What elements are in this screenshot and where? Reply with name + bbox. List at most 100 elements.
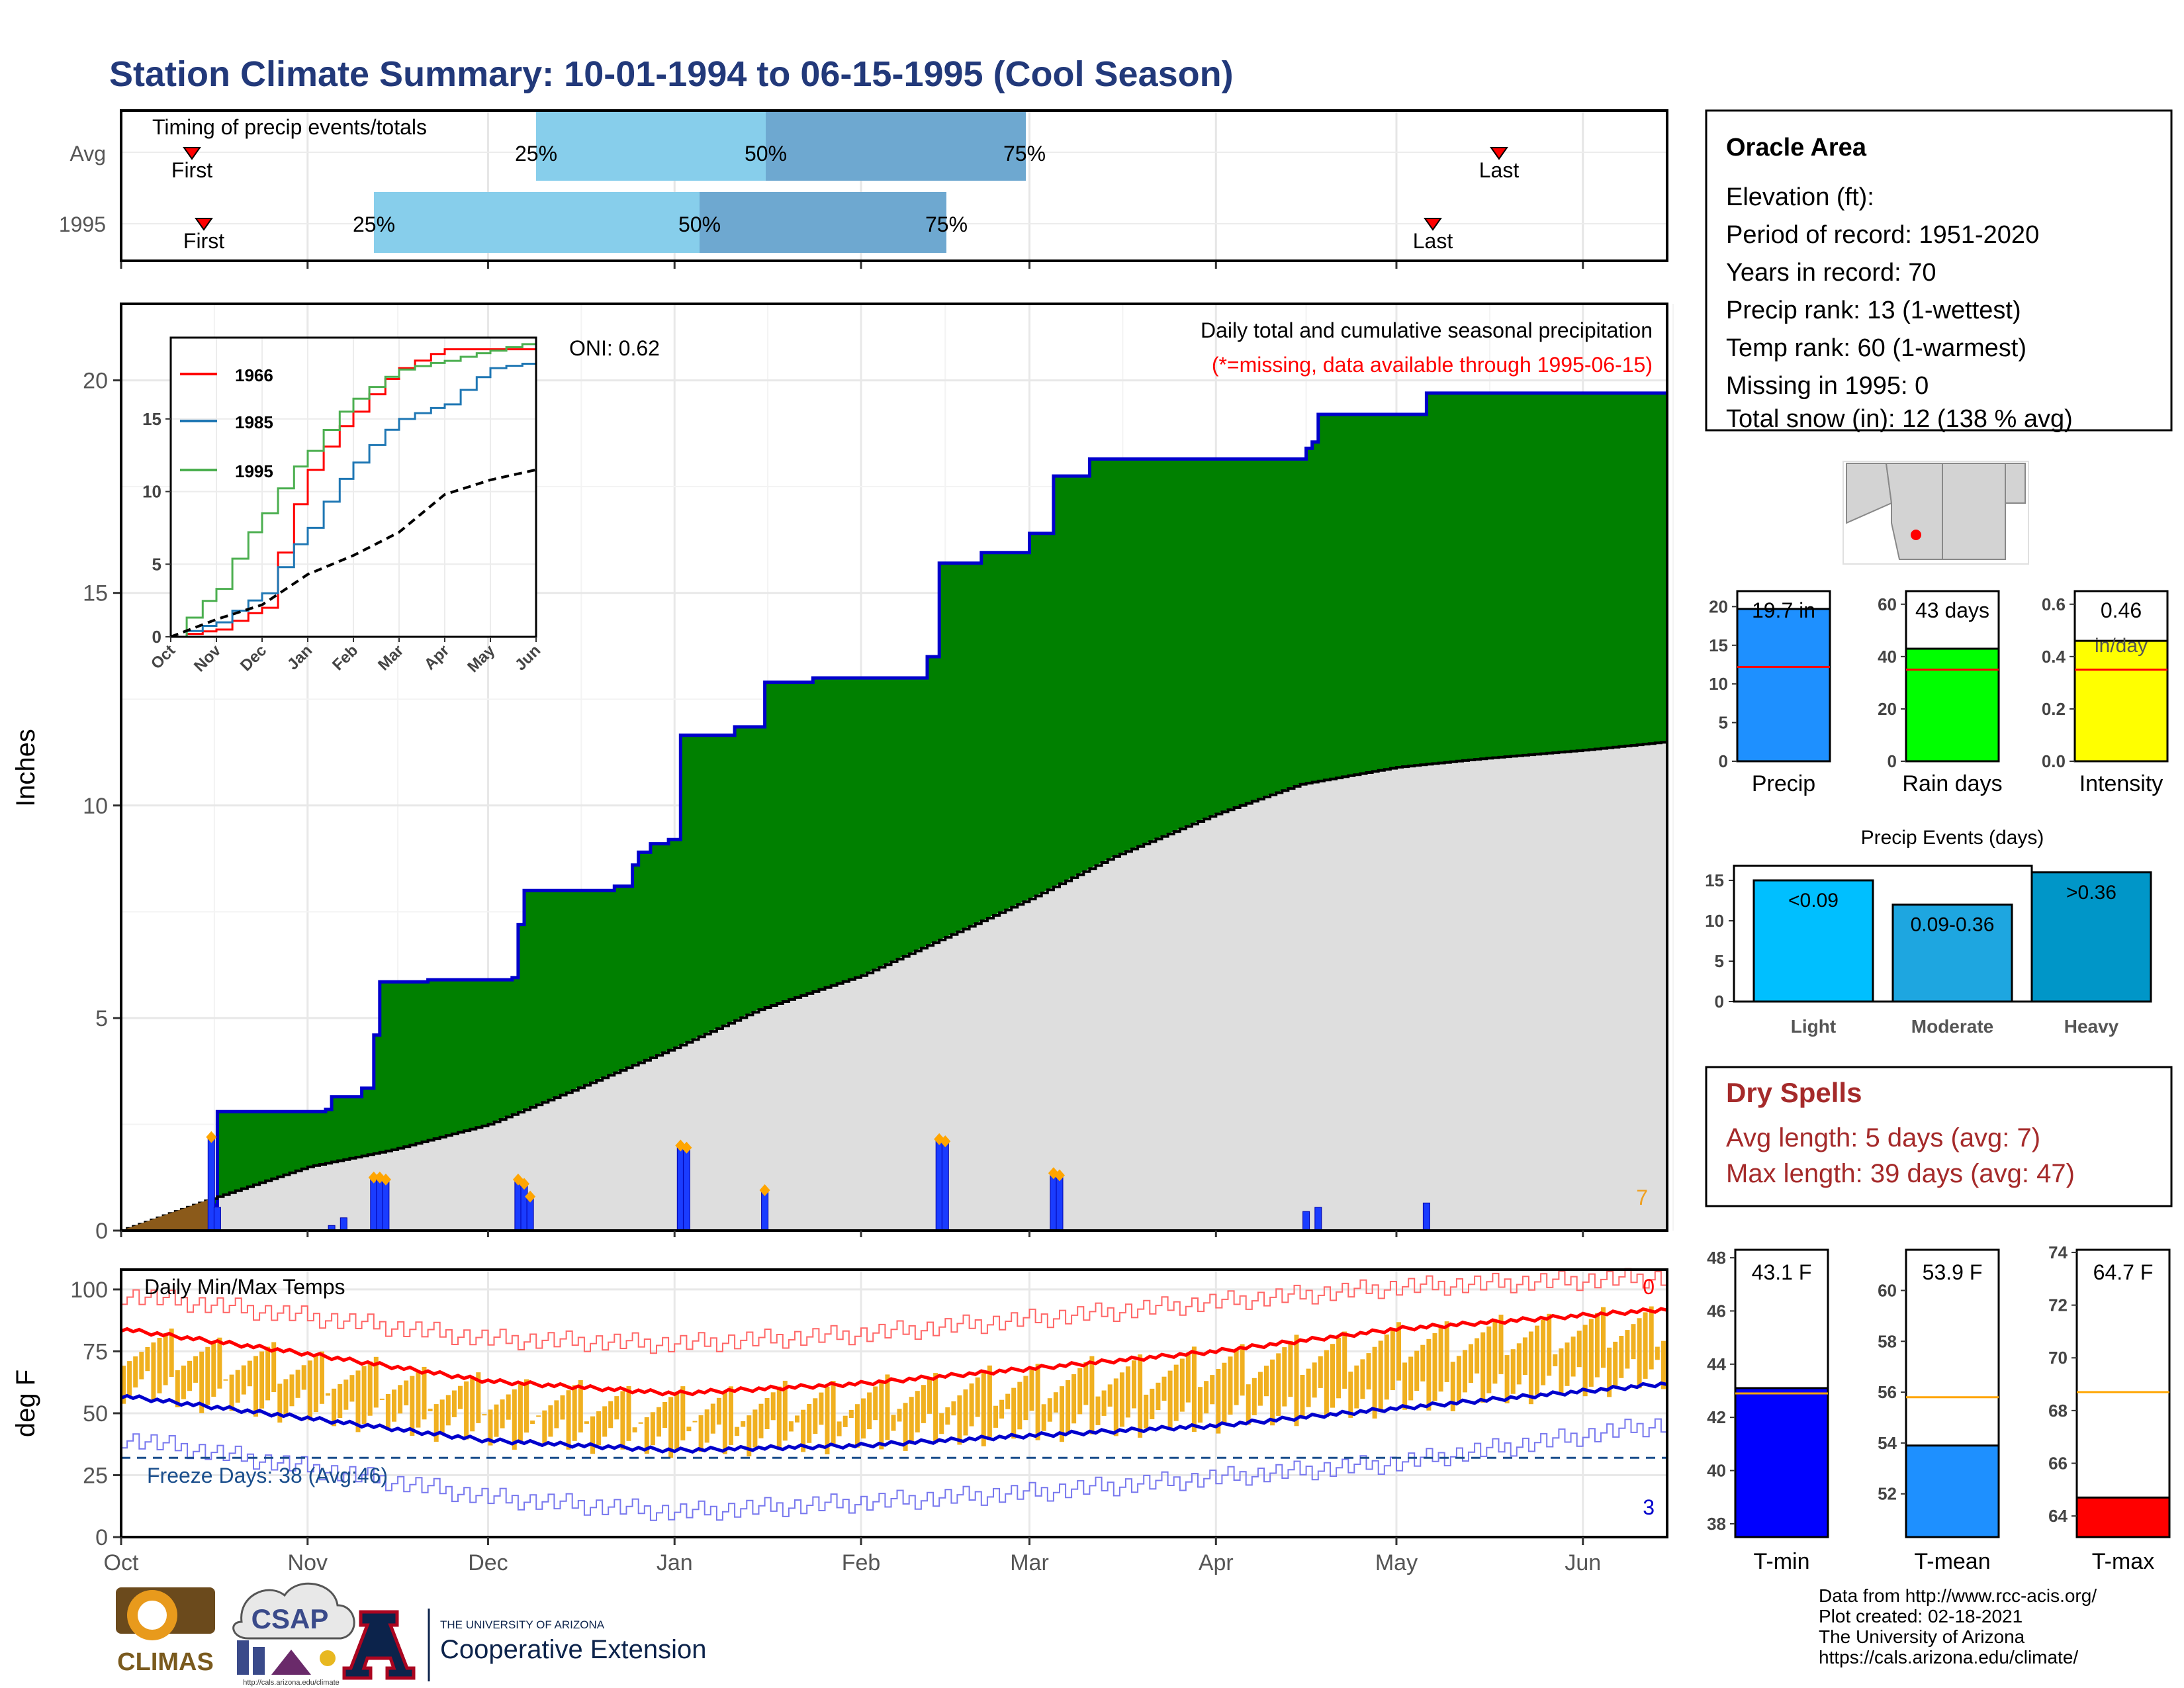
temp-day-bar-18 [229, 1374, 234, 1411]
station-frame [1705, 109, 2173, 432]
station-line-2: Period of record: 1951-2020 [1726, 221, 2039, 249]
temp-bar-value-1: 53.9 F [1923, 1260, 1983, 1284]
footer-line-1: Data from http://www.rcc-acis.org/ [1819, 1585, 2097, 1606]
temp-bar-tick-1-3: 58 [1878, 1331, 1897, 1351]
mini-bar-tick-2-3: 0.6 [2042, 594, 2066, 614]
early-season-deficit-area [121, 1198, 212, 1231]
temp-day-bar-78 [590, 1416, 595, 1454]
temp-day-bar-83 [620, 1391, 625, 1450]
temp-day-bar-136 [939, 1413, 944, 1434]
mini-bar-rain-days: 0 20 40 60 43 days Rain days [1878, 590, 2003, 796]
temp-day-bar-93 [680, 1386, 686, 1440]
csap-bar-1 [237, 1640, 249, 1675]
events-tick-3: 15 [1705, 870, 1724, 890]
temp-day-bar-256 [1661, 1340, 1666, 1389]
temp-day-bar-244 [1588, 1319, 1594, 1387]
temp-day-bar-157 [1066, 1380, 1071, 1433]
temp-day-bar-212 [1396, 1322, 1401, 1381]
station-box: Oracle Area Elevation (ft): Period of re… [1705, 109, 2173, 433]
temp-day-bar-105 [752, 1409, 758, 1448]
temp-day-bar-87 [644, 1417, 649, 1454]
temp-day-bar-247 [1607, 1347, 1612, 1397]
mini-bar-tick-0-1: 5 [1719, 713, 1728, 733]
temp-day-bar-36 [338, 1383, 343, 1418]
ua-a-icon [342, 1610, 416, 1680]
map-station-dot [1911, 530, 1921, 540]
mini-bar-xlabel-0: Precip [1752, 771, 1815, 796]
mini-bar-panels: 0 5 10 15 20 19.7 in Precip 0 20 40 60 43 days Rain … [1709, 590, 2169, 796]
temp-day-bar-48 [410, 1376, 415, 1436]
station-line-1: Elevation (ft): [1726, 183, 1874, 211]
temp-day-bar-91 [668, 1397, 674, 1458]
average-cumulative-line [121, 741, 1668, 1232]
month-label-6: Apr [1199, 1550, 1234, 1575]
temp-day-bar-190 [1264, 1366, 1269, 1397]
timing-avg-q50-q75 [766, 109, 1026, 181]
temp-day-bar-69 [536, 1415, 541, 1417]
temp-day-bar-168 [1132, 1360, 1136, 1409]
temp-day-bar-62 [494, 1404, 499, 1437]
temp-day-bar-228 [1492, 1320, 1498, 1384]
mini-bar-tick-0-3: 15 [1709, 635, 1728, 655]
month-label-3: Jan [657, 1550, 693, 1575]
y1995-p75-label: 75% [925, 212, 968, 236]
temp-day-bar-11 [187, 1360, 192, 1391]
temp-day-bar-3 [139, 1352, 144, 1380]
temp-day-bar-213 [1402, 1362, 1408, 1410]
temp-day-bar-191 [1270, 1359, 1275, 1426]
climas-logo-text: CLIMAS [117, 1648, 214, 1676]
temp-day-bar-179 [1198, 1387, 1203, 1423]
temp-day-bar-217 [1426, 1338, 1432, 1411]
avg-last-label: Last [1479, 158, 1520, 182]
inset-ytick-2: 10 [142, 482, 161, 502]
main-ytick-label-1: 5 [95, 1006, 108, 1031]
temp-bar-tick-1-4: 60 [1878, 1280, 1897, 1300]
temp-day-bar-6 [157, 1338, 162, 1393]
csap-bar-2 [253, 1647, 265, 1675]
month-label-5: Mar [1010, 1550, 1049, 1575]
temp-bar-t-max: 64 66 68 70 72 74 64.7 F T-max [2048, 1243, 2171, 1574]
avg-p50-label: 50% [745, 142, 787, 165]
legend-1995: 1995 [235, 461, 273, 481]
temp-bar-tick-2-4: 72 [2048, 1295, 2068, 1315]
temp-day-bar-138 [951, 1401, 956, 1416]
temp-day-bar-40 [361, 1366, 367, 1424]
temp-day-bar-225 [1475, 1338, 1480, 1374]
temp-day-bar-180 [1204, 1381, 1209, 1414]
temp-day-bar-187 [1246, 1384, 1251, 1425]
temp-day-bar-145 [993, 1405, 998, 1428]
footer-line-2: Plot created: 02-18-2021 [1819, 1606, 2023, 1626]
temp-day-bar-220 [1444, 1321, 1449, 1382]
temp-day-bar-137 [945, 1407, 950, 1425]
events-tick-0: 0 [1715, 992, 1724, 1011]
main-frame [120, 303, 1668, 1232]
temp-day-bar-184 [1228, 1356, 1233, 1415]
temp-day-bar-216 [1420, 1344, 1426, 1382]
temp-day-bar-89 [657, 1407, 661, 1437]
temp-day-bar-61 [488, 1409, 493, 1446]
temp-day-bar-165 [1113, 1378, 1118, 1436]
daily-precip-bar-3 [340, 1217, 347, 1231]
station-line-7: Total snow (in): 12 (138 % avg) [1726, 405, 2073, 433]
temp-day-bar-13 [199, 1351, 205, 1413]
temp-day-bar-201 [1330, 1344, 1335, 1408]
events-tick-1: 5 [1715, 951, 1724, 971]
temp-bar-xlabel-0: T-min [1754, 1549, 1810, 1574]
temp-day-bar-37 [343, 1380, 349, 1410]
temp-day-bar-35 [332, 1388, 337, 1427]
temp-day-bar-50 [422, 1366, 427, 1420]
temp-bar-tick-0-1: 40 [1707, 1461, 1726, 1481]
temp-day-bar-41 [367, 1361, 373, 1416]
daily-precip-bar-6 [382, 1179, 390, 1231]
temp-day-bar-27 [283, 1379, 289, 1415]
temp-day-bar-254 [1649, 1306, 1654, 1370]
daily-precip-bar-18 [1314, 1207, 1322, 1231]
temp-day-bar-88 [650, 1412, 655, 1446]
temp-bar-xlabel-1: T-mean [1914, 1549, 1990, 1574]
temp-bar-frame-2 [2075, 1248, 2171, 1538]
temp-day-bar-97 [704, 1409, 709, 1443]
daily-precip-marker-14 [940, 1135, 951, 1148]
daily-precip-marker-6 [380, 1173, 391, 1186]
temp-day-bar-124 [867, 1392, 872, 1430]
